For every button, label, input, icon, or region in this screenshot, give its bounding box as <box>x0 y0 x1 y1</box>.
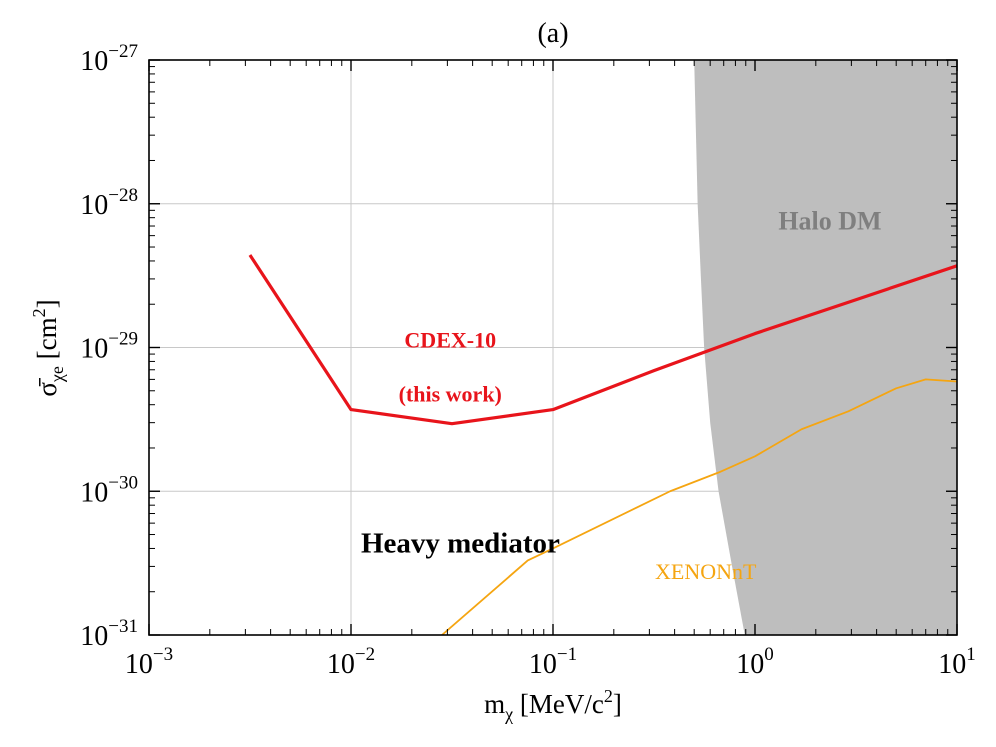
y-tick-label: 10−30 <box>80 472 138 508</box>
x-tick-label: 100 <box>736 644 774 680</box>
y-tick-label: 10−29 <box>80 329 138 365</box>
y-tick-label: 10−31 <box>80 616 138 652</box>
xenonnt-line <box>441 378 957 635</box>
regions <box>694 60 957 635</box>
annotations: CDEX-10 (this work) Heavy mediator XENONnT H… <box>361 207 882 584</box>
x-tick-label: 101 <box>938 644 976 680</box>
x-tick-label: 10−3 <box>125 644 173 680</box>
y-axis-label: σ̄χe [cm2] <box>29 299 67 396</box>
cdex-sublabel: (this work) <box>399 382 502 407</box>
chart-title: (a) <box>537 18 568 49</box>
x-axis-label: mχ [MeV/c2] <box>484 686 622 724</box>
cdex-label: CDEX-10 <box>404 328 496 353</box>
x-tick-label: 10−2 <box>327 644 375 680</box>
xenonnt-label: XENONnT <box>655 559 757 584</box>
heavy-mediator-label: Heavy mediator <box>361 527 560 559</box>
cdex-10-line <box>248 254 957 426</box>
series <box>248 254 957 635</box>
x-tick-label: 10−1 <box>529 644 577 680</box>
halo-dm-label: Halo DM <box>778 207 881 236</box>
halo-dm-region <box>694 60 957 635</box>
ticks: 10−3 10−2 10−1 100 101 10−31 10−30 10−29 10−28 10… <box>80 41 975 680</box>
y-tick-label: 10−27 <box>80 41 138 77</box>
y-tick-label: 10−28 <box>80 185 138 221</box>
